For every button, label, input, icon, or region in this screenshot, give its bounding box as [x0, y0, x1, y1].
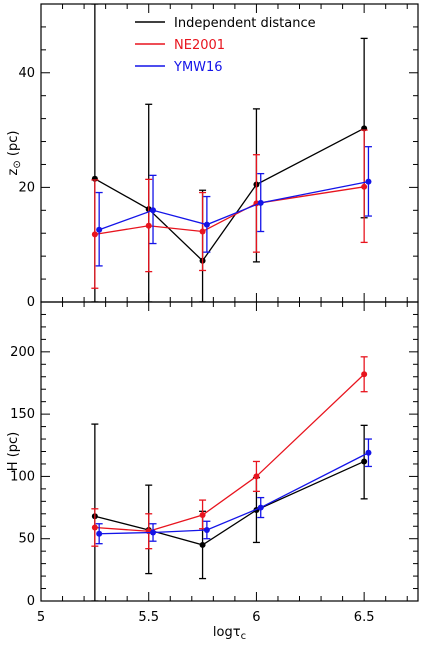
- bottom-ymw16-point: [257, 504, 264, 511]
- bottom-independent-distance-point: [199, 541, 206, 548]
- legend: Independent distance NE2001 YMW16: [135, 16, 316, 75]
- bottom-independent-distance-point: [361, 458, 368, 465]
- bottom-ymw16-point: [203, 526, 210, 533]
- panel-bottom: 0 50 100 150 200 5 5.5 6 6.5 H (pc) logτc: [6, 301, 419, 642]
- bottom-ymw16-point: [150, 529, 157, 536]
- bottom-y-tick-label: 50: [18, 532, 35, 547]
- top-independent-distance-line: [94, 127, 365, 262]
- top-ymw16-point: [150, 207, 157, 214]
- top-plot-area: [91, 4, 372, 302]
- top-ymw16-point: [203, 221, 210, 228]
- top-series-independent-distance: [91, 4, 368, 302]
- top-ne2001-point: [199, 228, 206, 235]
- bottom-series-independent-distance: [91, 423, 368, 601]
- legend-label-ne2001: NE2001: [174, 38, 225, 53]
- top-ymw16-point: [96, 226, 103, 233]
- bottom-x-tick-label: 5.5: [138, 610, 159, 625]
- top-ne2001-point: [361, 183, 368, 190]
- bottom-y-tick-label: 0: [27, 594, 35, 609]
- bottom-plot-area: [91, 356, 372, 601]
- bottom-x-axis-label-subscript: c: [241, 631, 247, 642]
- top-ymw16-point: [257, 199, 264, 206]
- top-y-tick-label: 40: [18, 66, 35, 81]
- bottom-plot-frame: [40, 301, 419, 602]
- top-y-axis-label-subscript: ⊙: [12, 160, 23, 168]
- top-series-ymw16: [95, 146, 372, 267]
- bottom-ne2001-line: [94, 373, 365, 532]
- bottom-ne2001-point: [199, 512, 206, 519]
- bottom-x-axis-label: logτc: [213, 625, 246, 642]
- top-series-ne2001: [91, 129, 368, 289]
- bottom-x-tick-label: 5: [37, 610, 45, 625]
- bottom-x-tick-label: 6: [252, 610, 260, 625]
- top-y-tick-label: 0: [27, 295, 35, 310]
- top-y-axis-label-unit: (pc): [6, 131, 21, 161]
- bottom-ymw16-point: [96, 530, 103, 537]
- bottom-y-tick-label: 100: [10, 469, 35, 484]
- panel-top: 0 20 40 z⊙ (pc) Independent distance NE2001 YM…: [6, 3, 419, 310]
- top-ne2001-point: [91, 231, 98, 238]
- legend-label-ymw16: YMW16: [173, 60, 223, 75]
- bottom-ymw16-point: [365, 449, 372, 456]
- bottom-series-ymw16: [95, 438, 372, 545]
- bottom-ne2001-point: [253, 473, 260, 480]
- bottom-x-tick-label: 6.5: [354, 610, 375, 625]
- bottom-ne2001-point: [361, 371, 368, 378]
- bottom-series-ne2001: [91, 356, 368, 550]
- top-ne2001-point: [145, 222, 152, 229]
- top-ymw16-line: [98, 181, 369, 231]
- bottom-y-tick-label: 150: [10, 407, 35, 422]
- bottom-y-tick-label: 200: [10, 345, 35, 360]
- top-ne2001-line: [94, 186, 365, 236]
- top-y-tick-label: 20: [18, 180, 35, 195]
- top-ymw16-point: [365, 178, 372, 185]
- top-y-axis-label: z⊙ (pc): [6, 131, 23, 176]
- legend-label-independent-distance: Independent distance: [174, 16, 316, 31]
- top-plot-frame: [40, 3, 419, 303]
- bottom-y-axis-label: H (pc): [6, 432, 21, 471]
- bottom-ne2001-point: [91, 524, 98, 531]
